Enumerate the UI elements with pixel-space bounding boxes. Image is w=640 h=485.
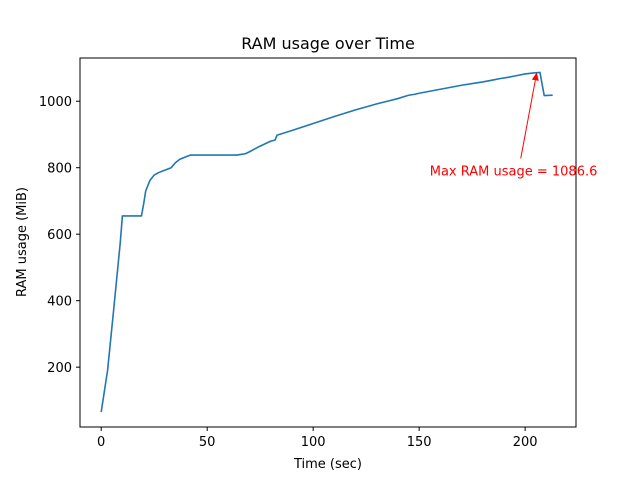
y-tick-label: 600 [47,228,72,243]
x-axis-label: Time (sec) [293,457,362,472]
annotation-label: Max RAM usage = 1086.6 [430,164,598,179]
x-tick-label: 150 [407,435,432,450]
chart-title: RAM usage over Time [241,34,415,53]
annotation-arrow-head [531,72,539,81]
y-tick-label: 200 [47,361,72,376]
y-tick-label: 800 [47,162,72,177]
axis-ticks: 0 50 100 150 200 200 400 600 800 1000 [39,95,538,450]
y-tick-label: 400 [47,295,72,310]
annotation-arrow-line [520,80,536,159]
plot-marks: Max RAM usage = 1086.6 [100,71,598,413]
x-tick-label: 50 [199,435,216,450]
x-tick-label: 100 [301,435,326,450]
plot-frame [79,57,577,428]
x-tick-label: 0 [97,435,105,450]
series-line [100,71,553,413]
y-tick-label: 1000 [39,95,72,110]
y-axis-label: RAM usage (MiB) [15,187,30,297]
x-tick-label: 200 [513,435,538,450]
